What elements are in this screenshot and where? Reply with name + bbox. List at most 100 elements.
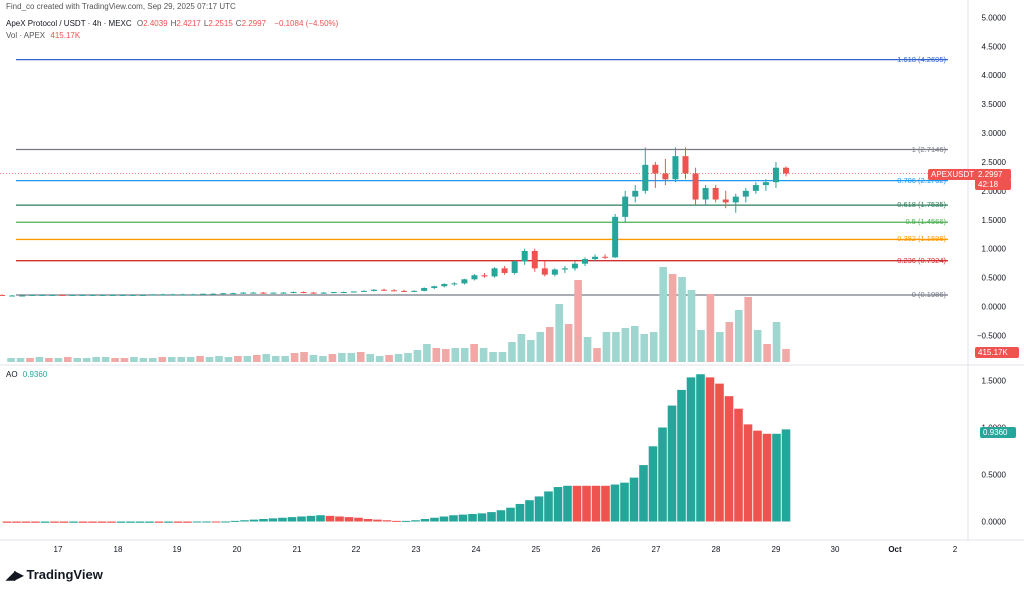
ao-bar	[173, 521, 183, 523]
ao-bar	[78, 521, 88, 523]
volume-bar	[328, 354, 337, 362]
candle-body	[531, 250, 538, 269]
volume-bar	[158, 357, 167, 362]
candle-body	[340, 292, 347, 294]
volume-bar	[782, 349, 790, 362]
ohlc-value-c: 2.2997	[241, 19, 267, 28]
volume-bar	[54, 358, 63, 362]
candle-body	[350, 291, 357, 293]
ao-tick-label: 0.0000	[982, 518, 1007, 527]
volume-bar	[120, 358, 129, 362]
candle-body	[602, 256, 609, 258]
volume-bar	[413, 350, 422, 362]
candle-body	[401, 290, 408, 292]
time-tick-label: 18	[114, 545, 123, 554]
ohlc-key-l: L	[203, 19, 209, 28]
ohlc-value-h: 2.4217	[176, 19, 201, 28]
ao-bar	[477, 513, 487, 522]
candle-body	[672, 156, 679, 180]
ao-bar	[363, 518, 373, 522]
ao-bar	[620, 482, 629, 522]
volume-bar	[423, 344, 431, 362]
ao-bar	[154, 521, 164, 523]
ao-bar	[249, 519, 259, 522]
volume-indicator-label[interactable]: Vol · APEX	[6, 31, 46, 40]
volume-bar	[716, 332, 724, 362]
candle-body	[0, 294, 6, 296]
ao-bar	[420, 518, 430, 522]
ao-bar	[496, 510, 506, 522]
ao-bar	[240, 520, 249, 522]
volume-bar	[92, 357, 100, 362]
ao-bar	[211, 521, 221, 523]
volume-bar	[205, 357, 214, 362]
ao-bar	[164, 521, 173, 523]
candle-body	[370, 289, 377, 291]
ao-bar	[107, 521, 116, 523]
ao-bar	[221, 521, 230, 523]
volume-bar	[460, 348, 469, 362]
candle-body	[129, 294, 136, 296]
volume-bar	[753, 330, 762, 362]
ao-bar	[31, 521, 40, 523]
volume-bar	[177, 357, 185, 362]
candle-body	[521, 250, 528, 262]
ao-bar	[677, 389, 686, 522]
candle-body	[692, 173, 699, 200]
ao-bar	[297, 516, 306, 522]
ao-bar	[354, 517, 363, 522]
candle-body	[732, 196, 739, 203]
ao-bar	[430, 517, 439, 522]
volume-bar	[139, 358, 148, 362]
ao-bar	[59, 521, 69, 523]
candle-body	[411, 290, 418, 292]
ao-tick-label: 1.5000	[982, 377, 1007, 386]
tradingview-logo[interactable]: ◢▶ TradingView	[6, 567, 103, 582]
symbol-info-row: ApeX Protocol / USDT · 4h · MEXC O2.4039…	[6, 19, 341, 28]
ao-bar	[696, 374, 705, 522]
fib-level-label: 0.786 (2.1762)	[897, 175, 946, 185]
volume-bar	[612, 332, 620, 362]
ao-bar	[734, 408, 743, 522]
fib-level-label: 0.5 (1.4566)	[905, 217, 946, 227]
price-tick-label: 5.0000	[982, 13, 1007, 22]
volume-bar	[763, 344, 771, 362]
candle-body	[69, 294, 76, 296]
symbol-title[interactable]: ApeX Protocol / USDT · 4h · MEXC	[6, 19, 132, 28]
candle-body	[441, 283, 448, 287]
volume-bar	[366, 354, 374, 362]
volume-bar	[668, 274, 677, 362]
volume-bar	[186, 357, 195, 362]
volume-bar	[26, 358, 34, 362]
ao-bar	[88, 521, 97, 523]
candle-body	[762, 182, 769, 186]
candle-body	[571, 263, 578, 269]
volume-bar	[253, 355, 261, 362]
ao-indicator-label[interactable]: AO	[6, 370, 18, 379]
ao-bar	[259, 518, 268, 522]
symbol-price-tag: APEXUSDT	[928, 169, 978, 180]
volume-value-tag: 415.17K	[975, 347, 1019, 358]
volume-bar	[508, 342, 516, 362]
ao-bar	[268, 518, 278, 522]
ao-bar	[553, 487, 563, 522]
candle-body	[270, 292, 277, 294]
candle-body	[722, 199, 729, 203]
volume-bar	[375, 356, 384, 362]
volume-bar	[734, 310, 743, 362]
volume-bar	[309, 355, 318, 362]
candle-body	[772, 167, 779, 183]
candle-body	[9, 295, 16, 297]
ao-bar	[515, 503, 525, 522]
candle-body	[190, 294, 197, 296]
ao-bar	[382, 520, 392, 522]
ohlc-value-o: 2.4039	[143, 19, 168, 28]
volume-bar	[498, 352, 507, 362]
volume-info-row: Vol · APEX 415.17K	[6, 31, 83, 40]
candle-body	[310, 292, 317, 294]
volume-bar	[300, 352, 308, 362]
ao-bar	[648, 446, 658, 522]
ao-bar	[97, 521, 107, 523]
ao-bar	[582, 485, 591, 522]
